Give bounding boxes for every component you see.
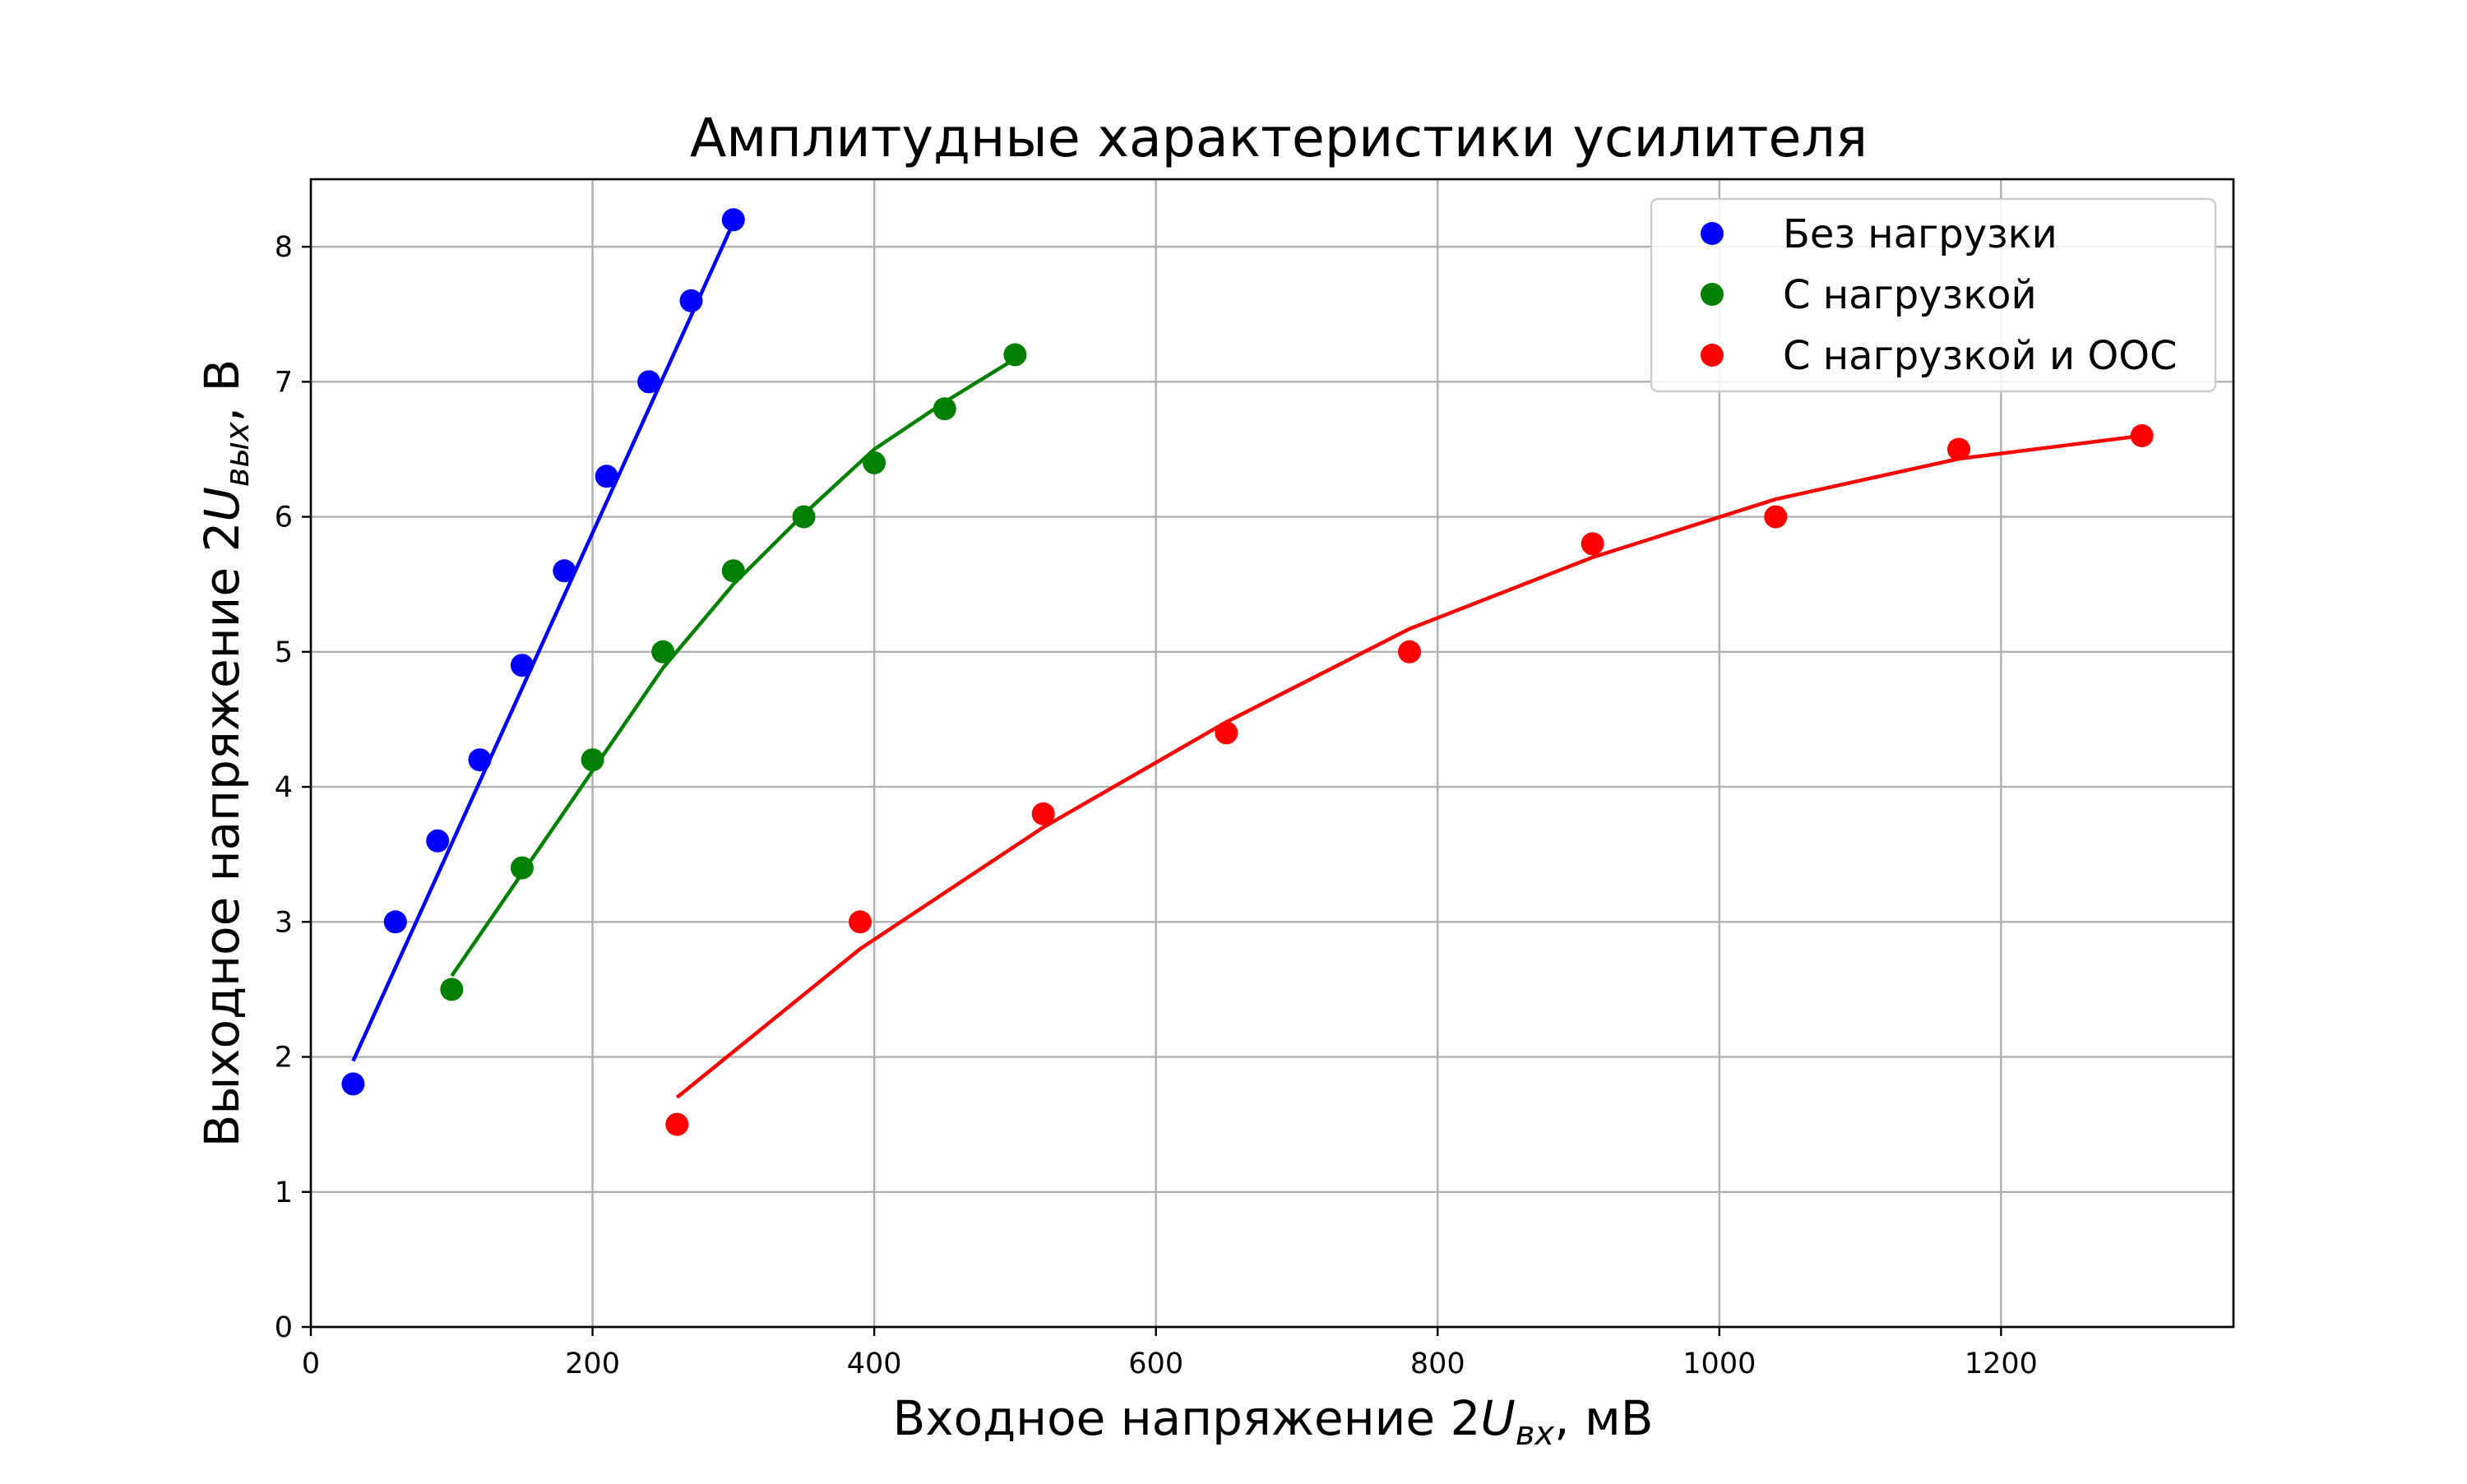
x-tick-label: 800 — [1410, 1348, 1465, 1380]
data-point-с-нагрузкой-и-оос — [1215, 721, 1238, 745]
series-layer — [341, 208, 2154, 1136]
data-point-с-нагрузкой — [721, 559, 745, 583]
x-tick-label: 200 — [565, 1348, 620, 1380]
x-tick-label: 0 — [302, 1348, 320, 1380]
series-с-нагрузкой — [440, 343, 1027, 1001]
y-tick-label: 0 — [275, 1311, 293, 1344]
chart-title: Амплитудные характеристики усилителя — [690, 108, 1868, 169]
series-с-нагрузкой-и-оос — [665, 424, 2154, 1136]
x-axis-label-subscript: вх — [1516, 1415, 1555, 1453]
data-point-без-нагрузки — [426, 829, 450, 853]
series-line-с-нагрузкой — [450, 357, 1016, 978]
data-point-без-нагрузки — [637, 370, 661, 394]
data-point-без-нагрузки — [383, 910, 407, 934]
data-point-без-нагрузки — [510, 654, 534, 677]
axis-ticks: 0 200 400 600 800 1000 1200 0 1 2 3 4 5 6 7 8 — [275, 231, 2038, 1380]
x-axis-label-suffix: , мВ — [1554, 1390, 1653, 1446]
data-point-с-нагрузкой — [651, 640, 675, 663]
legend-box — [1650, 197, 2217, 393]
data-point-с-нагрузкой — [510, 856, 534, 880]
legend: Без нагрузки С нагрузкой С нагрузкой и О… — [1650, 197, 2217, 393]
data-point-без-нагрузки — [553, 559, 576, 583]
y-tick-label: 1 — [275, 1177, 293, 1209]
x-axis-label-symbol: U — [1480, 1390, 1515, 1446]
y-tick-label: 5 — [275, 636, 293, 669]
series-line-с-нагрузкой-и-оос — [675, 433, 2142, 1099]
series-без-нагрузки — [341, 208, 745, 1096]
data-point-без-нагрузки — [679, 289, 703, 312]
data-point-с-нагрузкой — [863, 451, 886, 474]
data-point-без-нагрузки — [468, 748, 492, 772]
x-tick-label: 600 — [1128, 1348, 1183, 1380]
x-tick-label: 1200 — [1965, 1348, 2038, 1380]
data-point-с-нагрузкой — [792, 505, 816, 529]
y-tick-label: 7 — [275, 366, 293, 399]
data-point-с-нагрузкой — [440, 978, 464, 1001]
x-tick-label: 400 — [847, 1348, 902, 1380]
data-point-без-нагрузки — [595, 465, 618, 488]
y-tick-label: 4 — [275, 771, 293, 804]
x-axis-label: Входное напряжение 2Uвх, мВ — [892, 1390, 1653, 1453]
data-point-с-нагрузкой-и-оос — [2130, 424, 2154, 447]
legend-marker-s-nagruzkoj — [1701, 283, 1724, 306]
x-axis-label-prefix: Входное напряжение 2 — [892, 1390, 1480, 1446]
y-axis-label-suffix: , В — [194, 359, 250, 423]
y-axis-label: Выходное напряжение 2Uвых, В — [194, 359, 257, 1148]
legend-label-bez-nagruzki: Без нагрузки — [1783, 211, 2057, 257]
data-point-без-нагрузки — [341, 1072, 365, 1096]
y-tick-label: 3 — [275, 906, 293, 939]
y-tick-label: 8 — [275, 231, 293, 264]
data-point-с-нагрузкой-и-оос — [1398, 640, 1421, 663]
y-tick-label: 2 — [275, 1042, 293, 1075]
series-line-без-нагрузки — [351, 221, 735, 1062]
data-point-с-нагрузкой-и-оос — [665, 1112, 689, 1136]
data-point-с-нагрузкой-и-оос — [849, 910, 872, 934]
data-point-с-нагрузкой-и-оос — [1031, 802, 1055, 825]
data-point-с-нагрузкой-и-оос — [1947, 437, 1970, 461]
data-point-с-нагрузкой-и-оос — [1581, 532, 1604, 556]
y-tick-label: 6 — [275, 502, 293, 534]
legend-label-s-nagruzkoj-i-oos: С нагрузкой и ООС — [1783, 333, 2178, 379]
x-tick-label: 1000 — [1682, 1348, 1756, 1380]
data-point-с-нагрузкой-и-оос — [1764, 505, 1788, 529]
y-axis-label-prefix: Выходное напряжение 2 — [194, 522, 250, 1148]
data-point-без-нагрузки — [721, 208, 745, 232]
data-point-с-нагрузкой — [581, 748, 604, 772]
legend-label-s-nagruzkoj: С нагрузкой — [1783, 272, 2037, 318]
y-axis-label-symbol: U — [194, 487, 250, 521]
plot-frame — [309, 178, 2235, 1329]
legend-marker-bez-nagruzki — [1701, 222, 1724, 245]
y-axis-label-subscript: вых — [219, 422, 257, 487]
legend-marker-s-nagruzkoj-i-oos — [1701, 344, 1724, 367]
data-point-с-нагрузкой — [1003, 343, 1027, 367]
data-point-с-нагрузкой — [933, 397, 956, 421]
